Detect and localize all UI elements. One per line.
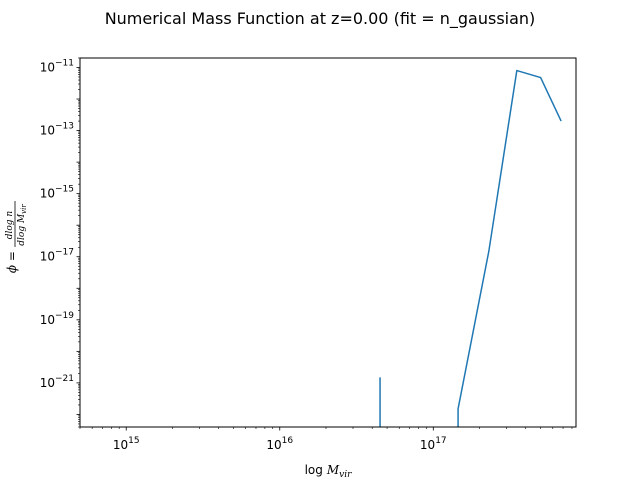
x-tick-label: 1017: [420, 436, 447, 452]
svg-text:dlog Mvir: dlog Mvir: [17, 204, 28, 246]
svg-text:dlog n: dlog n: [5, 211, 15, 240]
y-axis-label: ϕ = dlog n dlog Mvir: [5, 201, 28, 273]
y-tick-label: 10−17: [40, 248, 74, 264]
x-axis-ticks: 1015 1016 1017: [79, 427, 573, 452]
series-line-segment: [457, 69, 562, 427]
y-tick-label: 10−11: [40, 58, 74, 74]
plot-lines: [379, 69, 562, 427]
plot-frame: [79, 57, 577, 428]
y-tick-label: 10−19: [40, 311, 75, 327]
y-tick-label: 10−15: [40, 185, 74, 201]
y-axis-ticks: 10−21 10−19 10−17 10−15 10−13 10−11: [40, 57, 80, 428]
chart-title: Numerical Mass Function at z=0.00 (fit =…: [105, 9, 536, 29]
svg-text:ϕ =: ϕ =: [5, 251, 19, 273]
x-axis-label: log Mvir: [305, 463, 353, 480]
y-tick-label: 10−13: [40, 122, 74, 138]
x-tick-label: 1016: [266, 436, 293, 452]
x-tick-label: 1015: [113, 436, 140, 452]
y-tick-label: 10−21: [40, 374, 74, 390]
